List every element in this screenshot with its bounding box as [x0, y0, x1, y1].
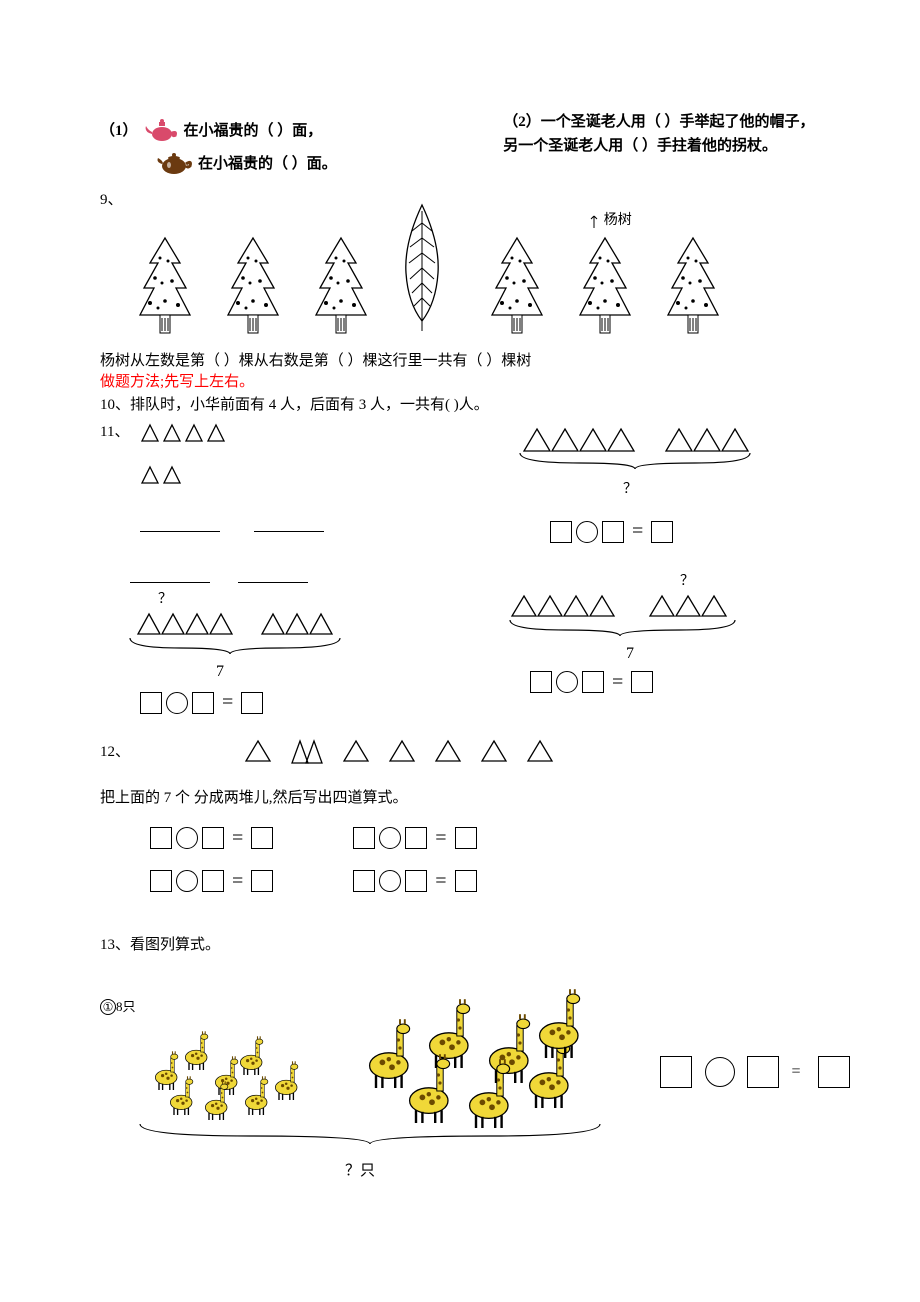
- answer-blank[interactable]: [254, 516, 324, 532]
- qmark: ？: [680, 570, 780, 590]
- q9-hint: 做题方法;先写上左右。: [100, 370, 820, 391]
- clay-pot-icon: [154, 148, 194, 176]
- equation-line[interactable]: =: [353, 827, 476, 850]
- answer-blank[interactable]: [140, 516, 220, 532]
- q1-line1: （1） 在小福贵的（ ）面，: [100, 114, 503, 144]
- q11-topB-tris: [510, 423, 780, 478]
- q13-number: 13、看图列算式。: [100, 933, 820, 954]
- q1-right-column: （2）一个圣诞老人用（ ）手举起了他的帽子，另一个圣诞老人用（ ）手拄着他的拐杖…: [503, 110, 820, 180]
- triangle-icon: [244, 739, 272, 770]
- q11-col-left: ？ 7 =: [100, 423, 360, 719]
- q1-line2: 在小福贵的（ ）面。: [150, 148, 503, 176]
- triangle-icon: [526, 739, 554, 770]
- equation-line[interactable]: =: [353, 870, 476, 893]
- question-1: （1） 在小福贵的（ ）面，: [100, 110, 820, 180]
- answer-blank[interactable]: [130, 567, 210, 583]
- triangle-group: [140, 465, 360, 490]
- equation-line[interactable]: =: [530, 671, 653, 694]
- q1-line2-text: 在小福贵的（ ）面。: [198, 152, 337, 173]
- qmark: ？: [158, 588, 360, 608]
- triangle-icon: [434, 739, 462, 770]
- teapot-icon: [142, 114, 180, 144]
- q12-number: 12、: [100, 743, 130, 759]
- q1-part1-prefix: （1）: [100, 119, 138, 140]
- trees-row: [130, 233, 820, 343]
- triangle-icon: [342, 739, 370, 770]
- question-11: 11、 ？: [100, 420, 820, 719]
- triangle-group: [140, 423, 360, 448]
- triangle-icon: [388, 739, 416, 770]
- q13-bottom-label: ？只: [100, 1159, 620, 1180]
- q1-part2-text: （2）一个圣诞老人用（ ）手举起了他的帽子，另一个圣诞老人用（ ）手拄着他的拐杖…: [503, 114, 814, 154]
- total-7: 7: [480, 645, 780, 663]
- q10-text: 10、排队时，小华前面有 4 人，后面有 3 人，一共有( )人。: [100, 393, 820, 414]
- q13-figure: ①8只 ？只 =: [100, 964, 820, 1180]
- pine-tree: [482, 233, 552, 343]
- poplar-tree: [394, 203, 464, 343]
- answer-blank[interactable]: [238, 567, 308, 583]
- equation-line[interactable]: =: [140, 691, 263, 714]
- total-7: 7: [80, 663, 360, 681]
- triangle-icon: [480, 739, 508, 770]
- q1-left-column: （1） 在小福贵的（ ）面，: [100, 110, 503, 180]
- q12-triangle-row: [244, 739, 554, 770]
- pine-tree: [570, 233, 640, 343]
- q12-equations-row2: = =: [150, 870, 820, 893]
- q9-question: 杨树从左数是第（ ）棵从右数是第（ ）棵这行里一共有（ ）棵树: [100, 349, 820, 370]
- equation-line[interactable]: =: [660, 1056, 850, 1088]
- q11-bottomB-tris: [500, 590, 780, 643]
- brace-down-icon: [510, 423, 760, 473]
- q11-col-right: ？ = ？ 7 =: [500, 423, 780, 719]
- q11-bottomA-tris: [120, 608, 360, 661]
- pine-tree: [306, 233, 376, 343]
- q12-equations-row1: = =: [150, 827, 820, 850]
- count-8: 8只: [116, 999, 136, 1014]
- triangle-icon: [290, 739, 324, 770]
- pine-tree: [658, 233, 728, 343]
- equation-line[interactable]: =: [150, 827, 273, 850]
- q11-topA: [140, 423, 360, 490]
- equation-line[interactable]: =: [150, 870, 273, 893]
- brace-up-icon: [120, 608, 350, 656]
- equation-line[interactable]: =: [550, 520, 673, 543]
- q12-text: 把上面的 7 个 分成两堆儿,然后写出四道算式。: [100, 786, 820, 807]
- brace-up-icon: [500, 590, 750, 638]
- giraffe-diagram: [100, 964, 620, 1154]
- qmark: ？: [480, 478, 780, 498]
- q11-grid: ？ 7 = ？ =: [100, 423, 820, 719]
- pine-tree: [218, 233, 288, 343]
- circled-1: ①: [100, 999, 116, 1015]
- pine-tree: [130, 233, 200, 343]
- question-12: 12、: [100, 735, 820, 770]
- q1-line1-text: 在小福贵的（ ）面，: [184, 119, 323, 140]
